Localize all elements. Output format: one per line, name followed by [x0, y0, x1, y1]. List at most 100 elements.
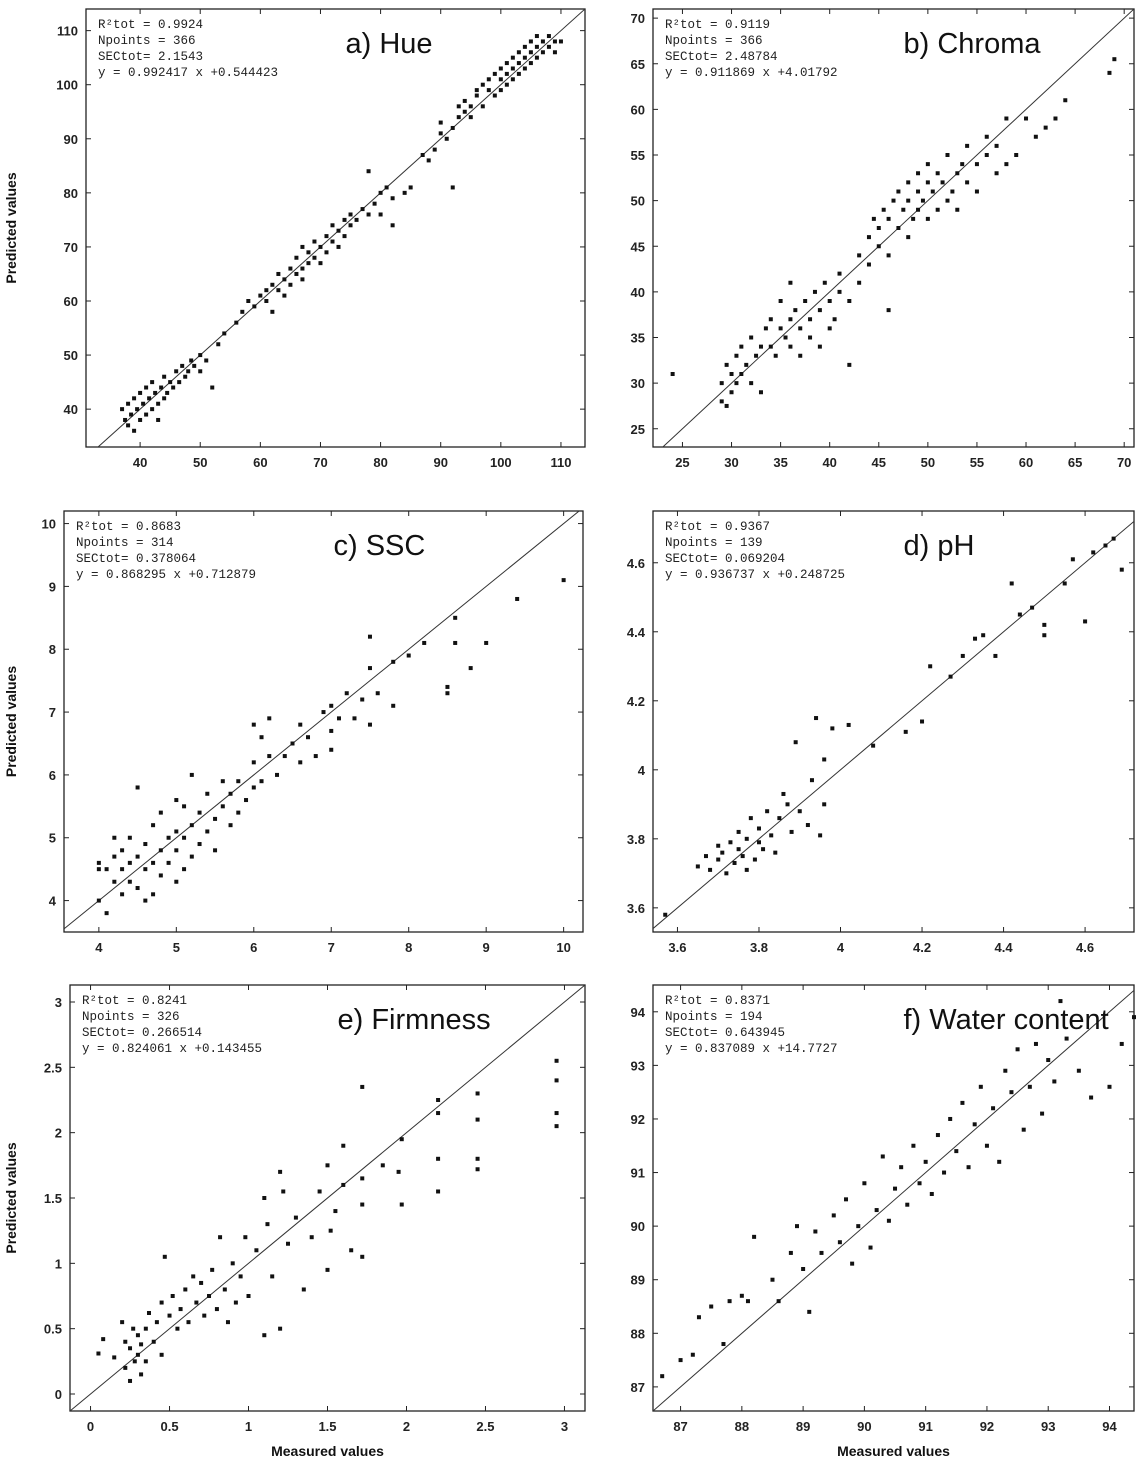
y-tick-label: 89	[631, 1273, 645, 1288]
stats-line: Npoints = 326	[82, 1010, 180, 1024]
data-point	[925, 216, 930, 221]
x-tick-label: 50	[193, 455, 207, 470]
regression-line	[64, 511, 580, 930]
data-point	[123, 1365, 128, 1370]
x-tick-label: 80	[373, 455, 387, 470]
data-point	[300, 266, 305, 271]
data-point	[453, 615, 458, 620]
x-tick-label: 30	[724, 455, 738, 470]
data-point	[492, 93, 497, 98]
data-point	[498, 77, 503, 82]
data-point	[138, 390, 143, 395]
plot-frame	[63, 510, 584, 933]
data-point	[96, 867, 101, 872]
data-point	[138, 417, 143, 422]
data-point	[127, 879, 132, 884]
y-tick-label: 40	[64, 402, 78, 417]
data-point	[139, 1342, 144, 1347]
data-point	[778, 299, 783, 303]
data-point	[135, 854, 140, 859]
chart-panel-2: 25 30 35 40 45 50 55 60 65 70 25 30 35 40 45 50 55 60 65 70…	[631, 8, 1135, 470]
x-tick-label: 7	[328, 940, 335, 955]
data-point	[1119, 1041, 1124, 1046]
data-point	[267, 754, 272, 759]
data-point	[402, 190, 407, 195]
x-tick-label: 9	[483, 940, 490, 955]
x-tick-label: 1.5	[318, 1419, 336, 1434]
data-point	[210, 1267, 215, 1272]
data-point	[189, 358, 194, 363]
y-tick-label: 2	[55, 1126, 62, 1141]
data-point	[716, 843, 721, 848]
y-tick-label: 50	[631, 194, 645, 209]
data-point	[561, 578, 566, 583]
x-tick-label: 8	[405, 940, 412, 955]
data-point	[752, 857, 757, 862]
data-point	[797, 809, 802, 814]
x-tick-label: 60	[1019, 455, 1033, 470]
data-point	[522, 66, 527, 71]
data-point	[258, 293, 263, 298]
data-point	[236, 810, 241, 815]
data-point	[294, 255, 299, 260]
data-point	[1091, 550, 1096, 555]
data-point	[129, 412, 134, 417]
data-point	[788, 1250, 793, 1255]
data-point	[336, 244, 341, 249]
y-tick-label: 65	[631, 57, 645, 72]
data-point	[785, 802, 790, 807]
data-point	[390, 196, 395, 201]
data-point	[809, 778, 814, 783]
y-tick-label: 30	[631, 376, 645, 391]
data-point	[186, 1320, 191, 1325]
data-point	[450, 185, 455, 190]
data-point	[254, 1248, 259, 1253]
x-tick-label: 60	[253, 455, 267, 470]
chart-panel-5: 0 0.5 1 1.5 2 2.5 3 0 0.5 1 1.5 2 2.5 3 R²tot = 0.8241…	[3, 984, 586, 1459]
data-point	[480, 104, 485, 109]
data-point	[159, 1352, 164, 1357]
data-point	[325, 1163, 330, 1168]
x-tick-label: 4	[837, 940, 845, 955]
data-point	[965, 143, 970, 148]
data-point	[540, 50, 545, 55]
data-point	[789, 829, 794, 834]
data-point	[146, 1310, 151, 1315]
data-point	[498, 66, 503, 71]
data-point	[251, 722, 256, 727]
data-point	[197, 810, 202, 815]
data-point	[380, 1163, 385, 1168]
data-point	[189, 823, 194, 828]
y-tick-label: 60	[631, 102, 645, 117]
data-point	[306, 250, 311, 255]
data-point	[928, 664, 933, 669]
data-point	[515, 596, 520, 601]
data-point	[141, 401, 146, 406]
data-point	[240, 309, 245, 314]
data-point	[504, 71, 509, 76]
data-point	[817, 344, 822, 349]
data-point	[916, 207, 921, 212]
plot-frame	[652, 984, 1135, 1412]
data-point	[199, 1280, 204, 1285]
data-point	[230, 1261, 235, 1266]
y-tick-label: 3.6	[627, 901, 645, 916]
chart-panel-4: 3.6 3.8 4 4.2 4.4 4.6 3.6 3.8 4 4.2 4.4 4.6 R²tot = …	[627, 510, 1135, 955]
data-point	[818, 833, 823, 838]
data-point	[663, 912, 668, 917]
data-point	[151, 823, 156, 828]
data-point	[728, 840, 733, 845]
data-point	[162, 396, 167, 401]
x-tick-label: 4.2	[913, 940, 931, 955]
data-point	[180, 363, 185, 368]
data-point	[504, 61, 509, 66]
x-tick-label: 94	[1102, 1419, 1117, 1434]
data-point	[955, 171, 960, 176]
data-point	[276, 288, 281, 293]
data-point	[788, 280, 793, 285]
data-point	[727, 1299, 732, 1304]
data-point	[298, 722, 303, 727]
data-point	[342, 217, 347, 222]
data-point	[189, 854, 194, 859]
y-tick-label: 4	[49, 894, 57, 909]
